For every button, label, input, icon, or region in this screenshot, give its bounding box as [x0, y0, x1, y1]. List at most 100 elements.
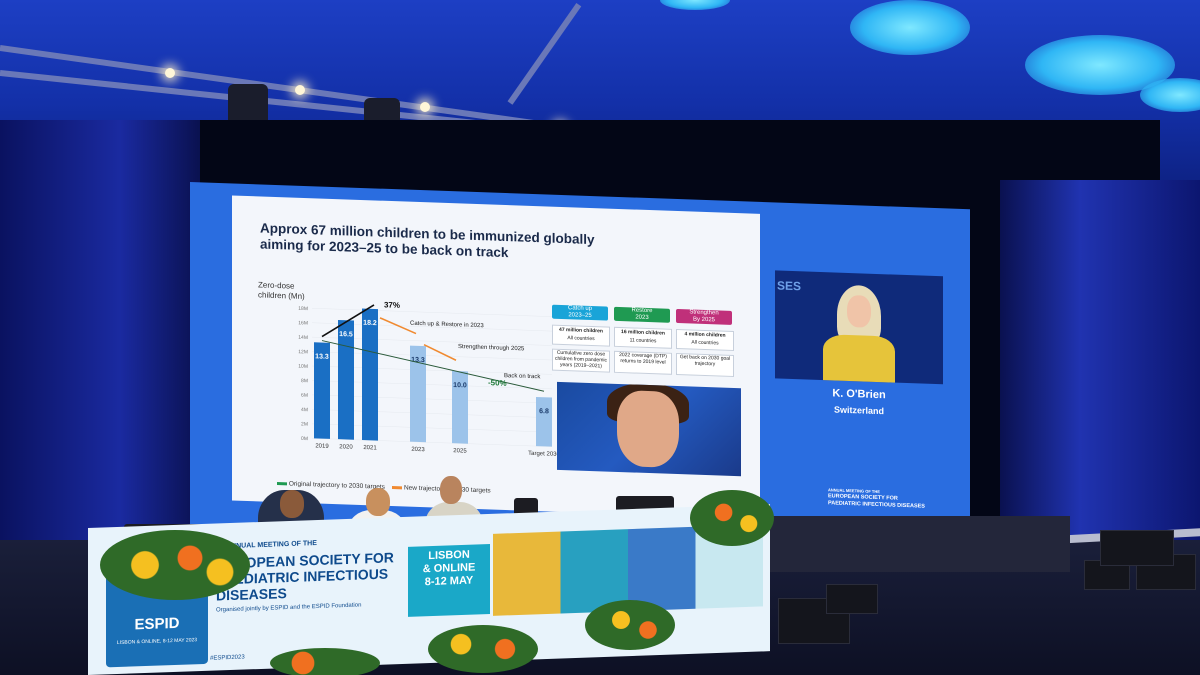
info-detail: Get back on 2030 goal trajectory [679, 354, 731, 368]
x-tick-label: 2019 [315, 443, 329, 449]
category-sub: 2023 [635, 314, 649, 322]
y-tick-label: 4M [301, 407, 308, 413]
y-tick-label: 2M [301, 421, 308, 427]
chart-bar [314, 342, 330, 439]
catch-up-arrow [379, 317, 417, 335]
trajectory-line [321, 340, 545, 392]
y-tick-label: 18M [298, 306, 308, 312]
bar-value-label: 13.3 [411, 357, 425, 364]
x-tick-label: 2025 [453, 448, 467, 454]
category-strengthen: Strengthen By 2025 [676, 308, 732, 325]
screen-conference-logo: ANNUAL MEETING OF THE EUROPEAN SOCIETY F… [828, 486, 963, 512]
chart-bar [362, 308, 378, 441]
zero-dose-bar-chart: 0M 2M 4M 6M 8M 10M 12M 14M 16M 18M 13.3 2019 16.5 202… [298, 300, 560, 458]
x-tick-label: 2021 [363, 445, 377, 451]
category-catch-up: Catch up 2023–25 [552, 304, 608, 321]
speaker-jacket [823, 334, 895, 385]
floor-monitor-speaker [826, 584, 878, 614]
chart-bar [338, 320, 354, 440]
info-box: 16 million children 11 countries [614, 326, 672, 349]
info-value: 16 million children [621, 329, 665, 337]
info-sub: All countries [691, 339, 719, 347]
annotation-pct-up: 37% [384, 300, 400, 310]
spotlight [295, 85, 305, 95]
speaker-banner-fragment: SES [777, 278, 802, 294]
ceiling-light-4 [660, 0, 730, 10]
x-tick-label: 2020 [339, 444, 353, 450]
speaker-video-feed: SES [775, 270, 943, 385]
info-sub: All countries [567, 335, 595, 343]
category-restore: Restore 2023 [614, 306, 670, 323]
annotation-back-on-track: Back on track [504, 373, 541, 380]
banner-hashtag: #ESPID2023 [210, 654, 245, 662]
annotation-pct-down: -50% [488, 378, 507, 388]
speaker-face [847, 294, 871, 328]
info-detail: 2022 coverage (DTP) returns to 2019 leve… [619, 351, 667, 366]
stage-riser [760, 516, 1070, 572]
x-tick-label: Target 2030 [528, 451, 560, 458]
ceiling-light-3 [1140, 78, 1200, 112]
banner-city-block: LISBON & ONLINE 8-12 MAY [408, 543, 490, 617]
info-box: 4 million children All countries [676, 328, 734, 351]
strategy-boxes: Catch up 2023–25 Restore 2023 Strengthen… [552, 304, 734, 377]
speaker-name: K. O'Brien [832, 387, 886, 402]
child-face [617, 389, 679, 469]
chart-bar [452, 370, 468, 444]
info-value: 4 million children [684, 331, 726, 339]
presentation-slide: Approx 67 million children to be immuniz… [232, 195, 760, 519]
banner-city-line3: 8-12 MAY [424, 574, 474, 589]
info-box: 2022 coverage (DTP) returns to 2019 leve… [614, 350, 672, 375]
child-photo [557, 381, 741, 477]
category-sub: By 2025 [692, 316, 716, 324]
banner-organised: Organised jointly by ESPID and the ESPID… [216, 602, 362, 614]
flower-arrangement [100, 530, 250, 600]
spotlight [420, 102, 430, 112]
info-box: Get back on 2030 goal trajectory [676, 352, 734, 377]
y-tick-label: 10M [298, 364, 308, 370]
info-sub: 11 countries [629, 337, 657, 345]
ceiling-light-1 [850, 0, 970, 55]
y-tick-label: 0M [301, 436, 308, 442]
slide-title: Approx 67 million children to be immuniz… [260, 220, 730, 268]
right-wall-blue [1000, 180, 1200, 560]
y-tick-label: 8M [301, 378, 308, 384]
panelist-2-head [366, 488, 390, 516]
legend-swatch-new [392, 485, 403, 490]
flower-arrangement [428, 625, 538, 673]
increase-arrow [321, 304, 375, 338]
panelist-1-head [280, 490, 304, 518]
y-tick-label: 12M [298, 349, 308, 355]
flower-arrangement [270, 648, 380, 675]
speaker-country: Switzerland [833, 404, 884, 417]
annotation-strengthen: Strengthen through 2025 [458, 344, 525, 352]
bar-value-label: 18.2 [363, 320, 377, 327]
spotlight [165, 68, 175, 78]
strengthen-arrow [423, 343, 457, 361]
annotation-catch-up: Catch up & Restore in 2023 [410, 321, 484, 330]
floor-monitor-speaker [1100, 530, 1174, 566]
x-tick-label: 2023 [411, 447, 425, 453]
info-value: 47 million children [559, 326, 603, 335]
legend-swatch-original [277, 481, 287, 486]
bar-value-label: 10.0 [453, 382, 467, 389]
panelist-3-head [440, 476, 462, 504]
gridline [312, 308, 552, 317]
chart-bar [536, 396, 552, 447]
flower-arrangement [690, 490, 774, 546]
info-detail: Cumulative zero dose children from pande… [555, 349, 607, 370]
bar-value-label: 16.5 [339, 331, 353, 338]
y-tick-label: 6M [301, 393, 308, 399]
flower-arrangement [585, 600, 675, 650]
espid-logo-sub: LISBON & ONLINE, 8-12 MAY 2023 [116, 637, 198, 646]
chart-bar [410, 345, 426, 443]
y-tick-label: 14M [298, 335, 308, 341]
info-box: Cumulative zero dose children from pande… [552, 348, 610, 373]
left-wall-blue [0, 120, 200, 600]
projection-screen: Approx 67 million children to be immuniz… [190, 182, 970, 555]
bar-value-label: 6.8 [539, 408, 549, 415]
y-tick-label: 16M [298, 320, 308, 326]
info-box: 47 million children All countries [552, 324, 610, 347]
bar-value-label: 13.3 [315, 353, 329, 360]
espid-logo-text: ESPID [134, 614, 180, 634]
